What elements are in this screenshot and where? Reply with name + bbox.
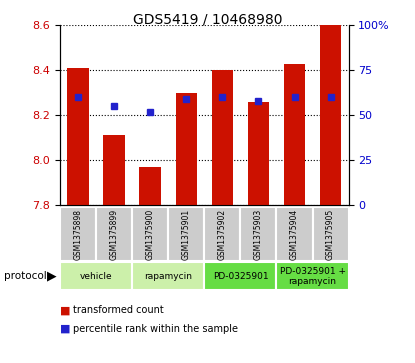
Bar bbox=[276, 207, 312, 261]
Text: vehicle: vehicle bbox=[80, 272, 112, 281]
Text: GSM1375901: GSM1375901 bbox=[182, 209, 191, 260]
Bar bbox=[103, 135, 125, 205]
Bar bbox=[276, 262, 349, 290]
Text: percentile rank within the sample: percentile rank within the sample bbox=[73, 323, 238, 334]
Bar bbox=[139, 167, 161, 205]
Text: PD-0325901: PD-0325901 bbox=[212, 272, 268, 281]
Text: PD-0325901 +
rapamycin: PD-0325901 + rapamycin bbox=[280, 266, 346, 286]
Bar bbox=[204, 207, 240, 261]
Text: GDS5419 / 10468980: GDS5419 / 10468980 bbox=[133, 13, 282, 27]
Bar bbox=[240, 207, 276, 261]
Bar bbox=[176, 93, 197, 205]
Bar bbox=[248, 102, 269, 205]
Text: GSM1375902: GSM1375902 bbox=[218, 209, 227, 260]
Text: GSM1375899: GSM1375899 bbox=[110, 209, 119, 260]
Text: rapamycin: rapamycin bbox=[144, 272, 192, 281]
Text: ■: ■ bbox=[60, 323, 71, 334]
Bar bbox=[67, 68, 89, 205]
Bar bbox=[96, 207, 132, 261]
Bar bbox=[284, 64, 305, 205]
Text: transformed count: transformed count bbox=[73, 305, 164, 315]
Bar bbox=[168, 207, 204, 261]
Text: ▶: ▶ bbox=[47, 270, 57, 283]
Bar bbox=[204, 262, 276, 290]
Text: ■: ■ bbox=[60, 305, 71, 315]
Text: GSM1375903: GSM1375903 bbox=[254, 208, 263, 260]
Text: GSM1375905: GSM1375905 bbox=[326, 208, 335, 260]
Text: GSM1375904: GSM1375904 bbox=[290, 208, 299, 260]
Bar bbox=[132, 262, 204, 290]
Bar bbox=[320, 25, 342, 205]
Text: GSM1375900: GSM1375900 bbox=[146, 208, 155, 260]
Text: protocol: protocol bbox=[4, 271, 47, 281]
Bar bbox=[132, 207, 168, 261]
Bar bbox=[312, 207, 349, 261]
Bar bbox=[212, 70, 233, 205]
Bar bbox=[60, 262, 132, 290]
Text: GSM1375898: GSM1375898 bbox=[74, 209, 83, 260]
Bar bbox=[60, 207, 96, 261]
